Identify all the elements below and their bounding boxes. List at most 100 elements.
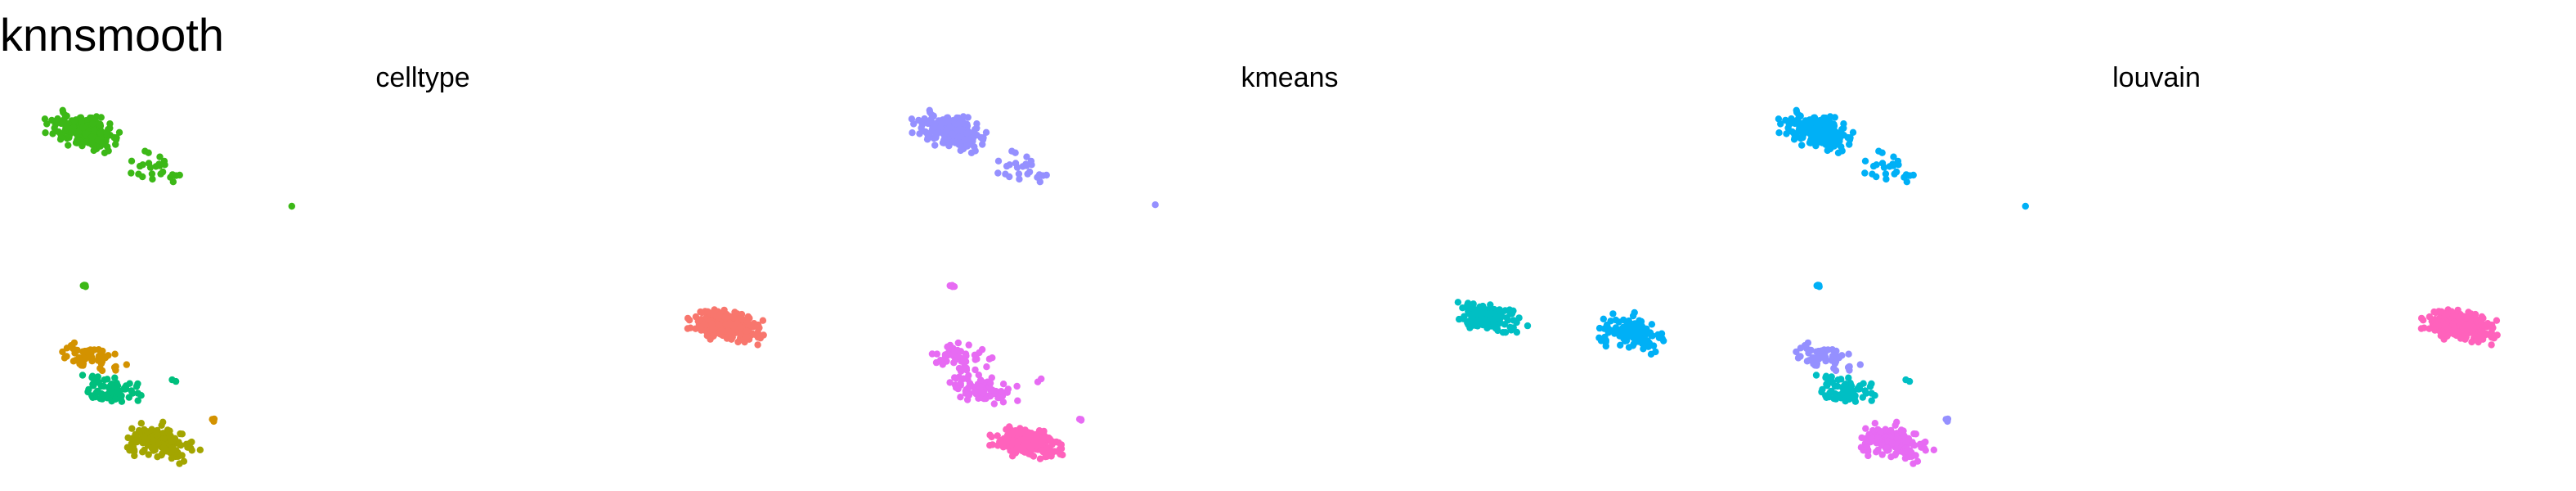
scatter-point	[972, 366, 979, 374]
scatter-point	[1466, 311, 1474, 318]
scatter-point	[1647, 350, 1655, 358]
scatter-point	[973, 120, 981, 128]
scatter-point	[1865, 452, 1872, 460]
scatter-point	[921, 115, 928, 123]
scatter-panels: celltype kmeans louvain	[41, 62, 2501, 467]
scatter-point	[710, 331, 718, 339]
scatter-point	[1847, 134, 1854, 142]
scatter-point	[1492, 323, 1500, 331]
scatter-point	[97, 114, 105, 121]
scatter-point	[1025, 168, 1034, 176]
scatter-point	[955, 133, 963, 141]
scatter-point	[173, 172, 180, 179]
scatter-point	[1049, 438, 1057, 445]
scatter-point	[1638, 322, 1645, 330]
scatter-point	[132, 383, 141, 390]
scatter-point	[752, 331, 759, 339]
scatter-point	[963, 364, 971, 372]
scatter-point	[1840, 120, 1847, 128]
scatter-point	[957, 381, 965, 389]
scatter-point	[941, 351, 949, 358]
scatter-point	[1475, 307, 1483, 314]
scatter-point	[1829, 378, 1836, 386]
scatter-point	[1813, 124, 1820, 131]
scatter-point	[1892, 168, 1901, 176]
scatter-point	[1818, 347, 1825, 354]
scatter-point	[1003, 387, 1011, 395]
scatter-point	[1882, 426, 1889, 433]
scatter-point	[1021, 438, 1029, 445]
scatter-point	[1878, 451, 1886, 458]
scatter-point	[126, 380, 133, 387]
scatter-point	[1838, 143, 1845, 151]
scatter-point	[998, 388, 1005, 395]
scatter-point	[926, 106, 933, 114]
scatter-point	[1625, 317, 1633, 325]
scatter-point	[141, 434, 148, 441]
scatter-point	[106, 120, 114, 128]
scatter-point	[94, 373, 101, 381]
scatter-point	[1807, 137, 1815, 144]
scatter-point	[1890, 153, 1897, 160]
scatter-point	[1039, 172, 1047, 179]
scatter-point	[2485, 331, 2493, 339]
scatter-point	[982, 394, 990, 403]
scatter-point	[944, 343, 951, 350]
scatter-point	[176, 460, 183, 467]
scatter-point	[1018, 429, 1025, 436]
scatter-point	[1910, 430, 1918, 438]
scatter-point	[1612, 324, 1620, 331]
scatter-point	[2426, 313, 2434, 321]
scatter-point	[90, 126, 98, 133]
scatter-point	[954, 353, 962, 360]
scatter-point	[971, 143, 978, 151]
scatter-point	[930, 112, 937, 119]
scatter-point	[737, 323, 744, 331]
scatter-point	[918, 124, 925, 132]
scatter-point	[1783, 130, 1790, 137]
scatter-point	[1629, 342, 1637, 349]
scatter-point	[1816, 138, 1824, 146]
scatter-point	[1862, 425, 1869, 432]
scatter-point	[108, 388, 115, 395]
scatter-point	[2442, 320, 2449, 327]
scatter-point	[940, 137, 948, 144]
scatter-point	[1815, 130, 1823, 137]
scatter-point	[96, 129, 104, 137]
scatter-point	[145, 451, 152, 458]
scatter-point	[1892, 452, 1899, 459]
scatter-point	[1887, 426, 1895, 435]
scatter-point	[976, 349, 983, 357]
scatter-point	[957, 394, 964, 401]
scatter-point	[97, 360, 105, 367]
scatter-point	[722, 321, 730, 328]
scatter-point	[1499, 329, 1507, 336]
scatter-point	[951, 381, 959, 389]
scatter-point	[983, 363, 990, 371]
scatter-point	[1459, 304, 1466, 312]
scatter-point	[1861, 157, 1869, 164]
scatter-point	[158, 452, 165, 459]
scatter-point	[725, 327, 732, 335]
scatter-point	[210, 415, 218, 423]
scatter-point	[63, 112, 70, 119]
scatter-point	[1057, 445, 1066, 453]
scatter-point	[2480, 321, 2488, 329]
scatter-point	[1600, 315, 1608, 322]
scatter-point	[1831, 360, 1839, 367]
scatter-point	[177, 442, 185, 449]
scatter-point	[1077, 416, 1085, 423]
scatter-point	[59, 119, 66, 126]
scatter-point	[62, 124, 70, 132]
scatter-point	[131, 452, 138, 460]
scatter-point	[1944, 415, 1952, 423]
scatter-point	[994, 169, 1002, 177]
scatter-point	[1815, 282, 1823, 289]
scatter-point	[91, 346, 98, 354]
scatter-point	[1846, 367, 1853, 374]
scatter-point	[1797, 345, 1805, 352]
scatter-point	[1479, 315, 1487, 323]
scatter-point	[1875, 147, 1883, 155]
scatter-point	[128, 157, 136, 164]
scatter-point	[2468, 338, 2475, 346]
